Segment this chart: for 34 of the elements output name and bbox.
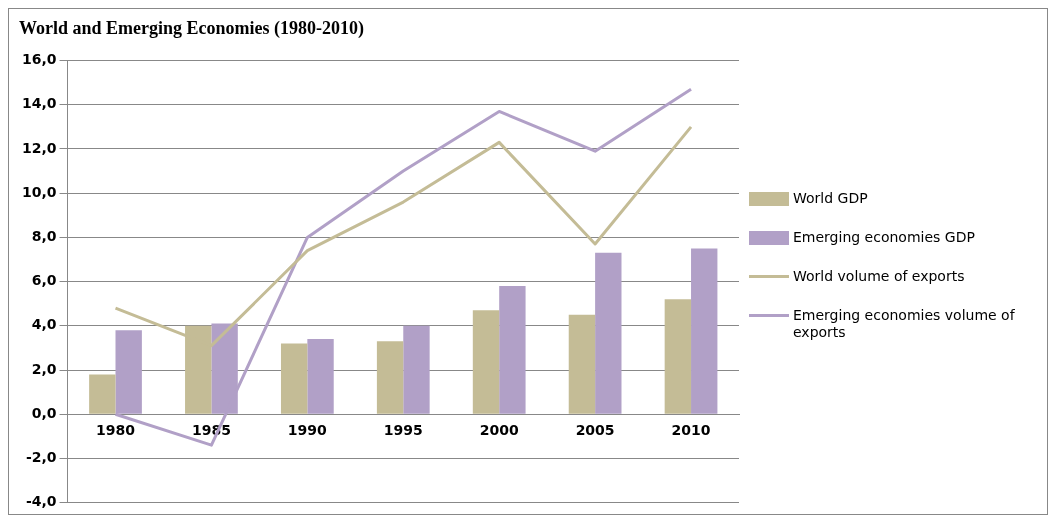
x-tick-label: 2000: [479, 422, 519, 439]
x-tick-label: 1980: [96, 422, 136, 439]
y-tick-label: 0,0: [31, 404, 57, 421]
y-tick-label: 6,0: [31, 272, 57, 289]
bar: [499, 286, 526, 414]
bar: [403, 325, 430, 414]
x-tick-label: 2010: [671, 422, 711, 439]
x-tick-label: 1990: [287, 422, 328, 439]
bar: [664, 299, 692, 414]
legend-label: World volume of exports: [793, 268, 965, 285]
y-tick-label: 10,0: [22, 183, 57, 200]
bar: [211, 323, 238, 414]
bar: [89, 374, 116, 414]
bar: [280, 343, 308, 414]
y-tick-label: 8,0: [31, 228, 57, 245]
bar: [376, 341, 404, 414]
chart-title: World and Emerging Economies (1980-2010): [19, 18, 364, 40]
legend-label: World GDP: [793, 190, 868, 207]
bar: [568, 314, 596, 414]
y-tick-label: 4,0: [31, 316, 57, 333]
y-tick-label: 14,0: [22, 95, 57, 112]
x-tick-label: 2005: [575, 422, 615, 439]
y-tick-label: 12,0: [22, 139, 57, 156]
x-tick-label: 1995: [383, 422, 423, 439]
bar: [472, 310, 500, 414]
legend-label: Emerging economies volume of exports: [793, 307, 1016, 341]
y-tick-label: 2,0: [31, 360, 57, 377]
bar: [307, 339, 334, 414]
y-tick-label: 16,0: [22, 51, 57, 68]
legend-label: Emerging economies GDP: [793, 229, 975, 246]
y-tick-label: -2,0: [25, 449, 57, 466]
y-tick-label: -4,0: [25, 493, 57, 510]
bar: [595, 252, 622, 414]
bar: [691, 248, 718, 414]
